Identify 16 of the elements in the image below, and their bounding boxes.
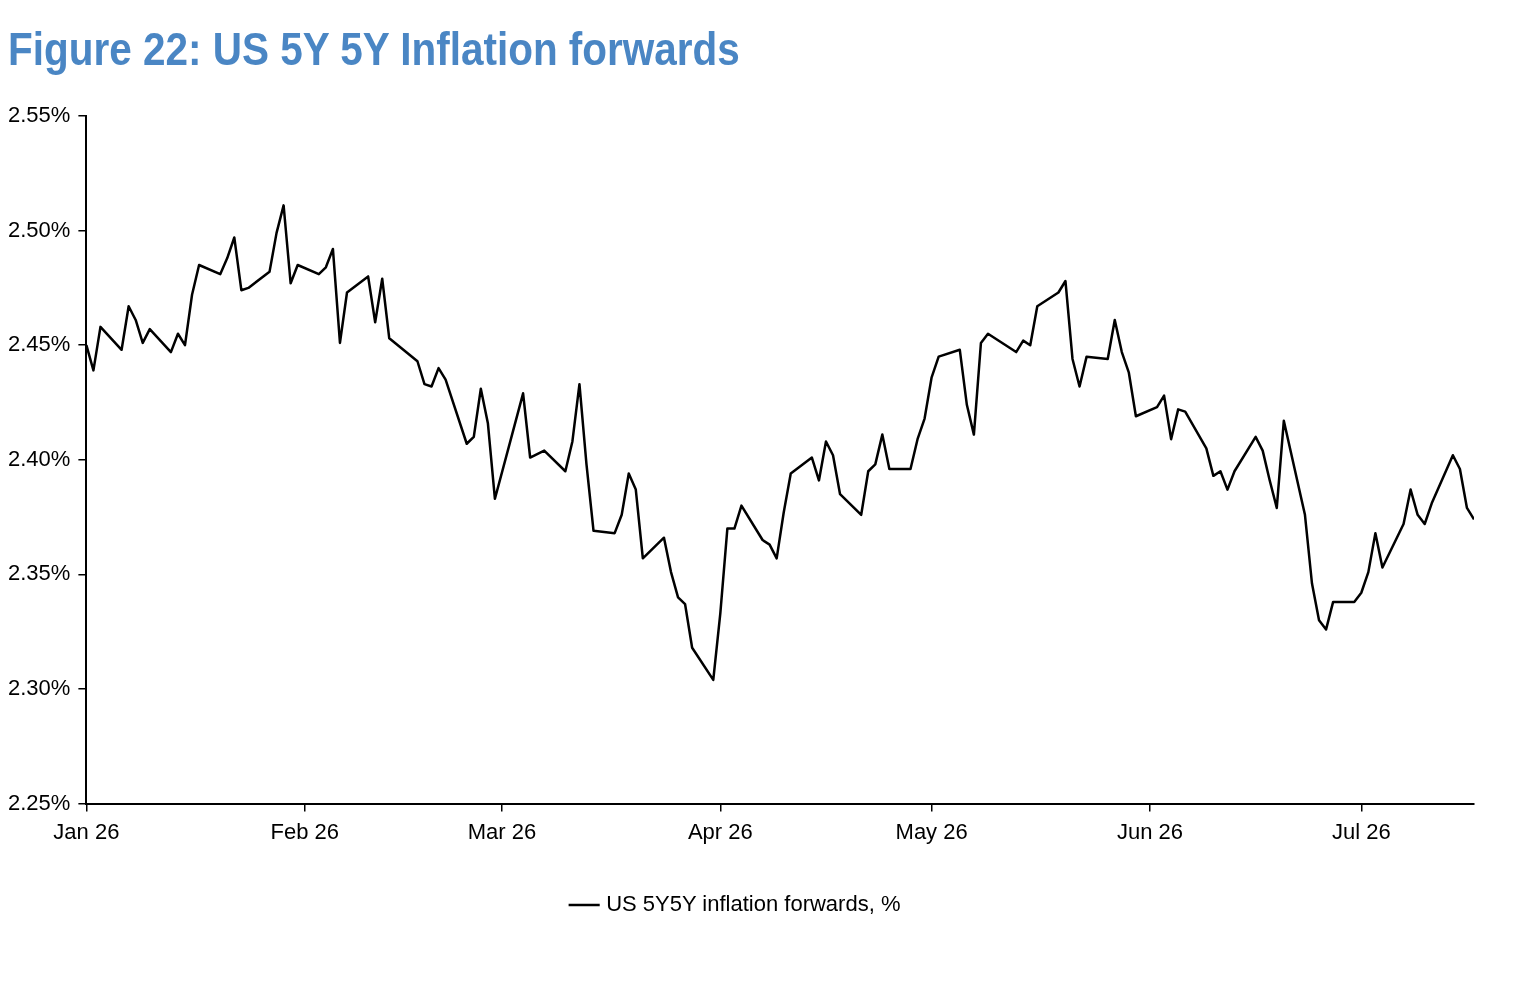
y-tick-label: 2.35% [7,560,71,586]
chart-title: Figure 22: US 5Y 5Y Inflation forwards [8,22,741,76]
y-tick-label: 2.30% [7,675,71,701]
x-tick-label: Jun 26 [1116,818,1184,844]
y-tick-label: 2.40% [7,445,71,471]
x-tick-label: Apr 26 [687,818,753,844]
x-tick-label: May 26 [895,818,968,844]
x-tick-label: Feb 26 [270,818,339,844]
y-tick-label: 2.50% [7,216,71,242]
x-tick-label: Jan 26 [53,818,120,844]
x-tick-label: Mar 26 [467,818,537,844]
y-tick-label: 2.45% [7,331,71,357]
y-tick-label: 2.55% [7,102,71,128]
y-tick-label: 2.25% [7,789,71,815]
legend-label: US 5Y5Y inflation forwards, % [606,891,901,917]
x-tick-label: Jul 26 [1331,818,1391,844]
